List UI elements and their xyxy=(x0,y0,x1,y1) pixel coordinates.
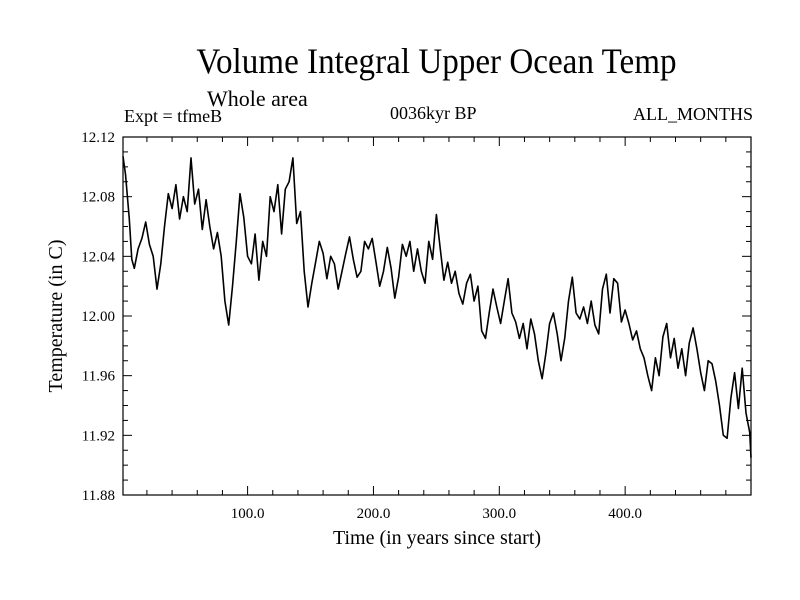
experiment-label: Expt = tfmeB xyxy=(124,106,223,126)
y-tick-label: 11.92 xyxy=(82,428,115,444)
x-tick-label: 200.0 xyxy=(357,506,391,522)
y-tick-label: 11.88 xyxy=(82,488,115,504)
x-tick-label: 300.0 xyxy=(482,506,516,522)
plot-frame xyxy=(122,136,752,496)
y-tick-label: 12.00 xyxy=(81,309,115,325)
period-label: 0036kyr BP xyxy=(390,103,477,123)
y-axis-label: Temperature (in C) xyxy=(45,240,67,393)
y-tick-label: 12.08 xyxy=(81,190,115,206)
axis-ticks xyxy=(123,136,751,496)
axis-tick-labels: 100.0 200.0 300.0 400.0 11.88 11.92 11.96 12.00… xyxy=(81,130,642,522)
temperature-series-line xyxy=(122,156,752,458)
y-tick-label: 11.96 xyxy=(82,369,116,385)
months-label: ALL_MONTHS xyxy=(633,104,753,124)
x-tick-label: 100.0 xyxy=(231,506,265,522)
x-tick-label: 400.0 xyxy=(608,506,642,522)
chart-title: Volume Integral Upper Ocean Temp xyxy=(196,41,677,81)
y-tick-label: 12.04 xyxy=(81,249,115,265)
chart-subtitle: Whole area xyxy=(207,86,308,111)
x-axis-label: Time (in years since start) xyxy=(333,527,541,549)
y-tick-label: 12.12 xyxy=(81,130,115,146)
